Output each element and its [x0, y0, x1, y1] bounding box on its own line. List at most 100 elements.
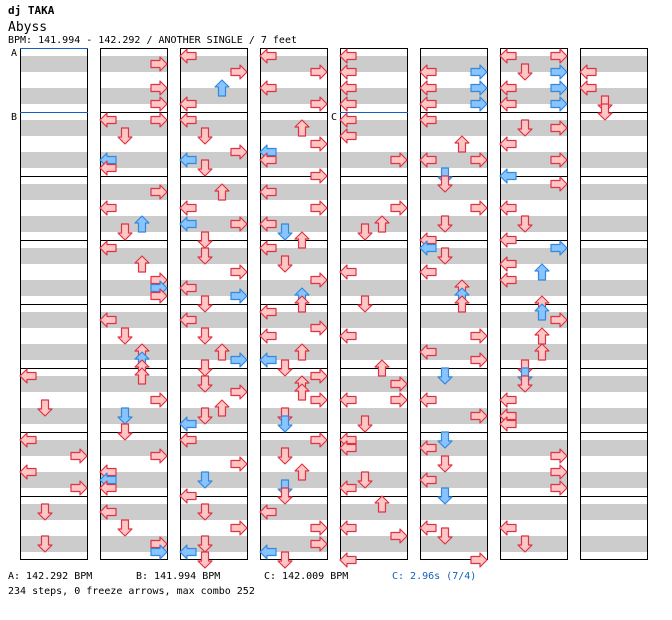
beat-band: [580, 56, 648, 72]
right-arrow-icon: [230, 288, 248, 304]
beat-band: [420, 216, 488, 232]
left-arrow-icon: [99, 112, 117, 128]
beat-band: [340, 504, 408, 520]
right-arrow-icon: [390, 152, 408, 168]
down-arrow-icon: [197, 471, 213, 489]
beat-band: [20, 120, 88, 136]
right-arrow-icon: [310, 200, 328, 216]
left-arrow-icon: [499, 80, 517, 96]
column-border: [340, 48, 408, 560]
down-arrow-icon: [197, 375, 213, 393]
up-arrow-icon: [134, 215, 150, 233]
left-arrow-icon: [339, 64, 357, 80]
left-arrow-icon: [499, 136, 517, 152]
right-arrow-icon: [230, 520, 248, 536]
left-arrow-icon: [339, 552, 357, 568]
down-arrow-icon: [197, 551, 213, 569]
right-arrow-icon: [390, 528, 408, 544]
left-arrow-icon: [179, 112, 197, 128]
left-arrow-icon: [179, 416, 197, 432]
down-arrow-icon: [357, 415, 373, 433]
down-arrow-icon: [277, 223, 293, 241]
up-arrow-icon: [534, 343, 550, 361]
left-arrow-icon: [499, 392, 517, 408]
beat-band: [180, 248, 248, 264]
left-arrow-icon: [339, 128, 357, 144]
up-arrow-icon: [294, 295, 310, 313]
beat-band: [100, 344, 168, 360]
down-arrow-icon: [437, 527, 453, 545]
right-arrow-icon: [150, 288, 168, 304]
beat-band: [340, 216, 408, 232]
right-arrow-icon: [150, 544, 168, 560]
marker-label: B: [11, 112, 17, 123]
down-arrow-icon: [357, 295, 373, 313]
down-arrow-icon: [197, 407, 213, 425]
down-arrow-icon: [277, 551, 293, 569]
beat-band: [340, 472, 408, 488]
marker-label: C: [331, 112, 337, 123]
down-arrow-icon: [437, 247, 453, 265]
left-arrow-icon: [419, 64, 437, 80]
beat-band: [100, 248, 168, 264]
right-arrow-icon: [230, 384, 248, 400]
down-arrow-icon: [357, 223, 373, 241]
beat-band: [180, 472, 248, 488]
step-stats: 234 steps, 0 freeze arrows, max combo 25…: [8, 586, 255, 597]
up-arrow-icon: [374, 495, 390, 513]
beat-band: [420, 536, 488, 552]
right-arrow-icon: [550, 120, 568, 136]
right-arrow-icon: [150, 96, 168, 112]
left-arrow-icon: [419, 80, 437, 96]
down-arrow-icon: [37, 535, 53, 553]
beat-band: [340, 248, 408, 264]
right-arrow-icon: [550, 480, 568, 496]
beat-band: [180, 88, 248, 104]
up-arrow-icon: [294, 343, 310, 361]
down-arrow-icon: [197, 159, 213, 177]
up-arrow-icon: [214, 183, 230, 201]
chart-info: BPM: 141.994 - 142.292 / ANOTHER SINGLE …: [8, 35, 297, 46]
beat-band: [340, 280, 408, 296]
left-arrow-icon: [179, 312, 197, 328]
up-arrow-icon: [214, 79, 230, 97]
right-arrow-icon: [550, 80, 568, 96]
down-arrow-icon: [277, 415, 293, 433]
left-arrow-icon: [499, 256, 517, 272]
left-arrow-icon: [339, 520, 357, 536]
beat-band: [20, 376, 88, 392]
right-arrow-icon: [150, 56, 168, 72]
artist-name: dj TAKA: [8, 4, 55, 17]
left-arrow-icon: [339, 48, 357, 64]
column-border: [580, 48, 648, 560]
left-arrow-icon: [339, 328, 357, 344]
down-arrow-icon: [117, 407, 133, 425]
left-arrow-icon: [99, 312, 117, 328]
beat-band: [100, 472, 168, 488]
right-arrow-icon: [310, 168, 328, 184]
beat-band: [500, 408, 568, 424]
up-arrow-icon: [374, 215, 390, 233]
left-arrow-icon: [259, 304, 277, 320]
right-arrow-icon: [310, 136, 328, 152]
right-arrow-icon: [550, 448, 568, 464]
left-arrow-icon: [419, 240, 437, 256]
marker-label: A: [11, 48, 17, 59]
right-arrow-icon: [550, 312, 568, 328]
beat-band: [260, 152, 328, 168]
beat-band: [580, 216, 648, 232]
right-arrow-icon: [550, 96, 568, 112]
beat-band: [580, 184, 648, 200]
left-arrow-icon: [499, 96, 517, 112]
beat-band: [20, 56, 88, 72]
beat-band: [180, 504, 248, 520]
beat-band: [340, 440, 408, 456]
left-arrow-icon: [339, 392, 357, 408]
beat-band: [260, 408, 328, 424]
left-arrow-icon: [99, 240, 117, 256]
left-arrow-icon: [259, 48, 277, 64]
down-arrow-icon: [597, 103, 613, 121]
beat-band: [580, 152, 648, 168]
bpm-c-label: C: 142.009 BPM: [264, 571, 349, 582]
beat-band: [340, 184, 408, 200]
